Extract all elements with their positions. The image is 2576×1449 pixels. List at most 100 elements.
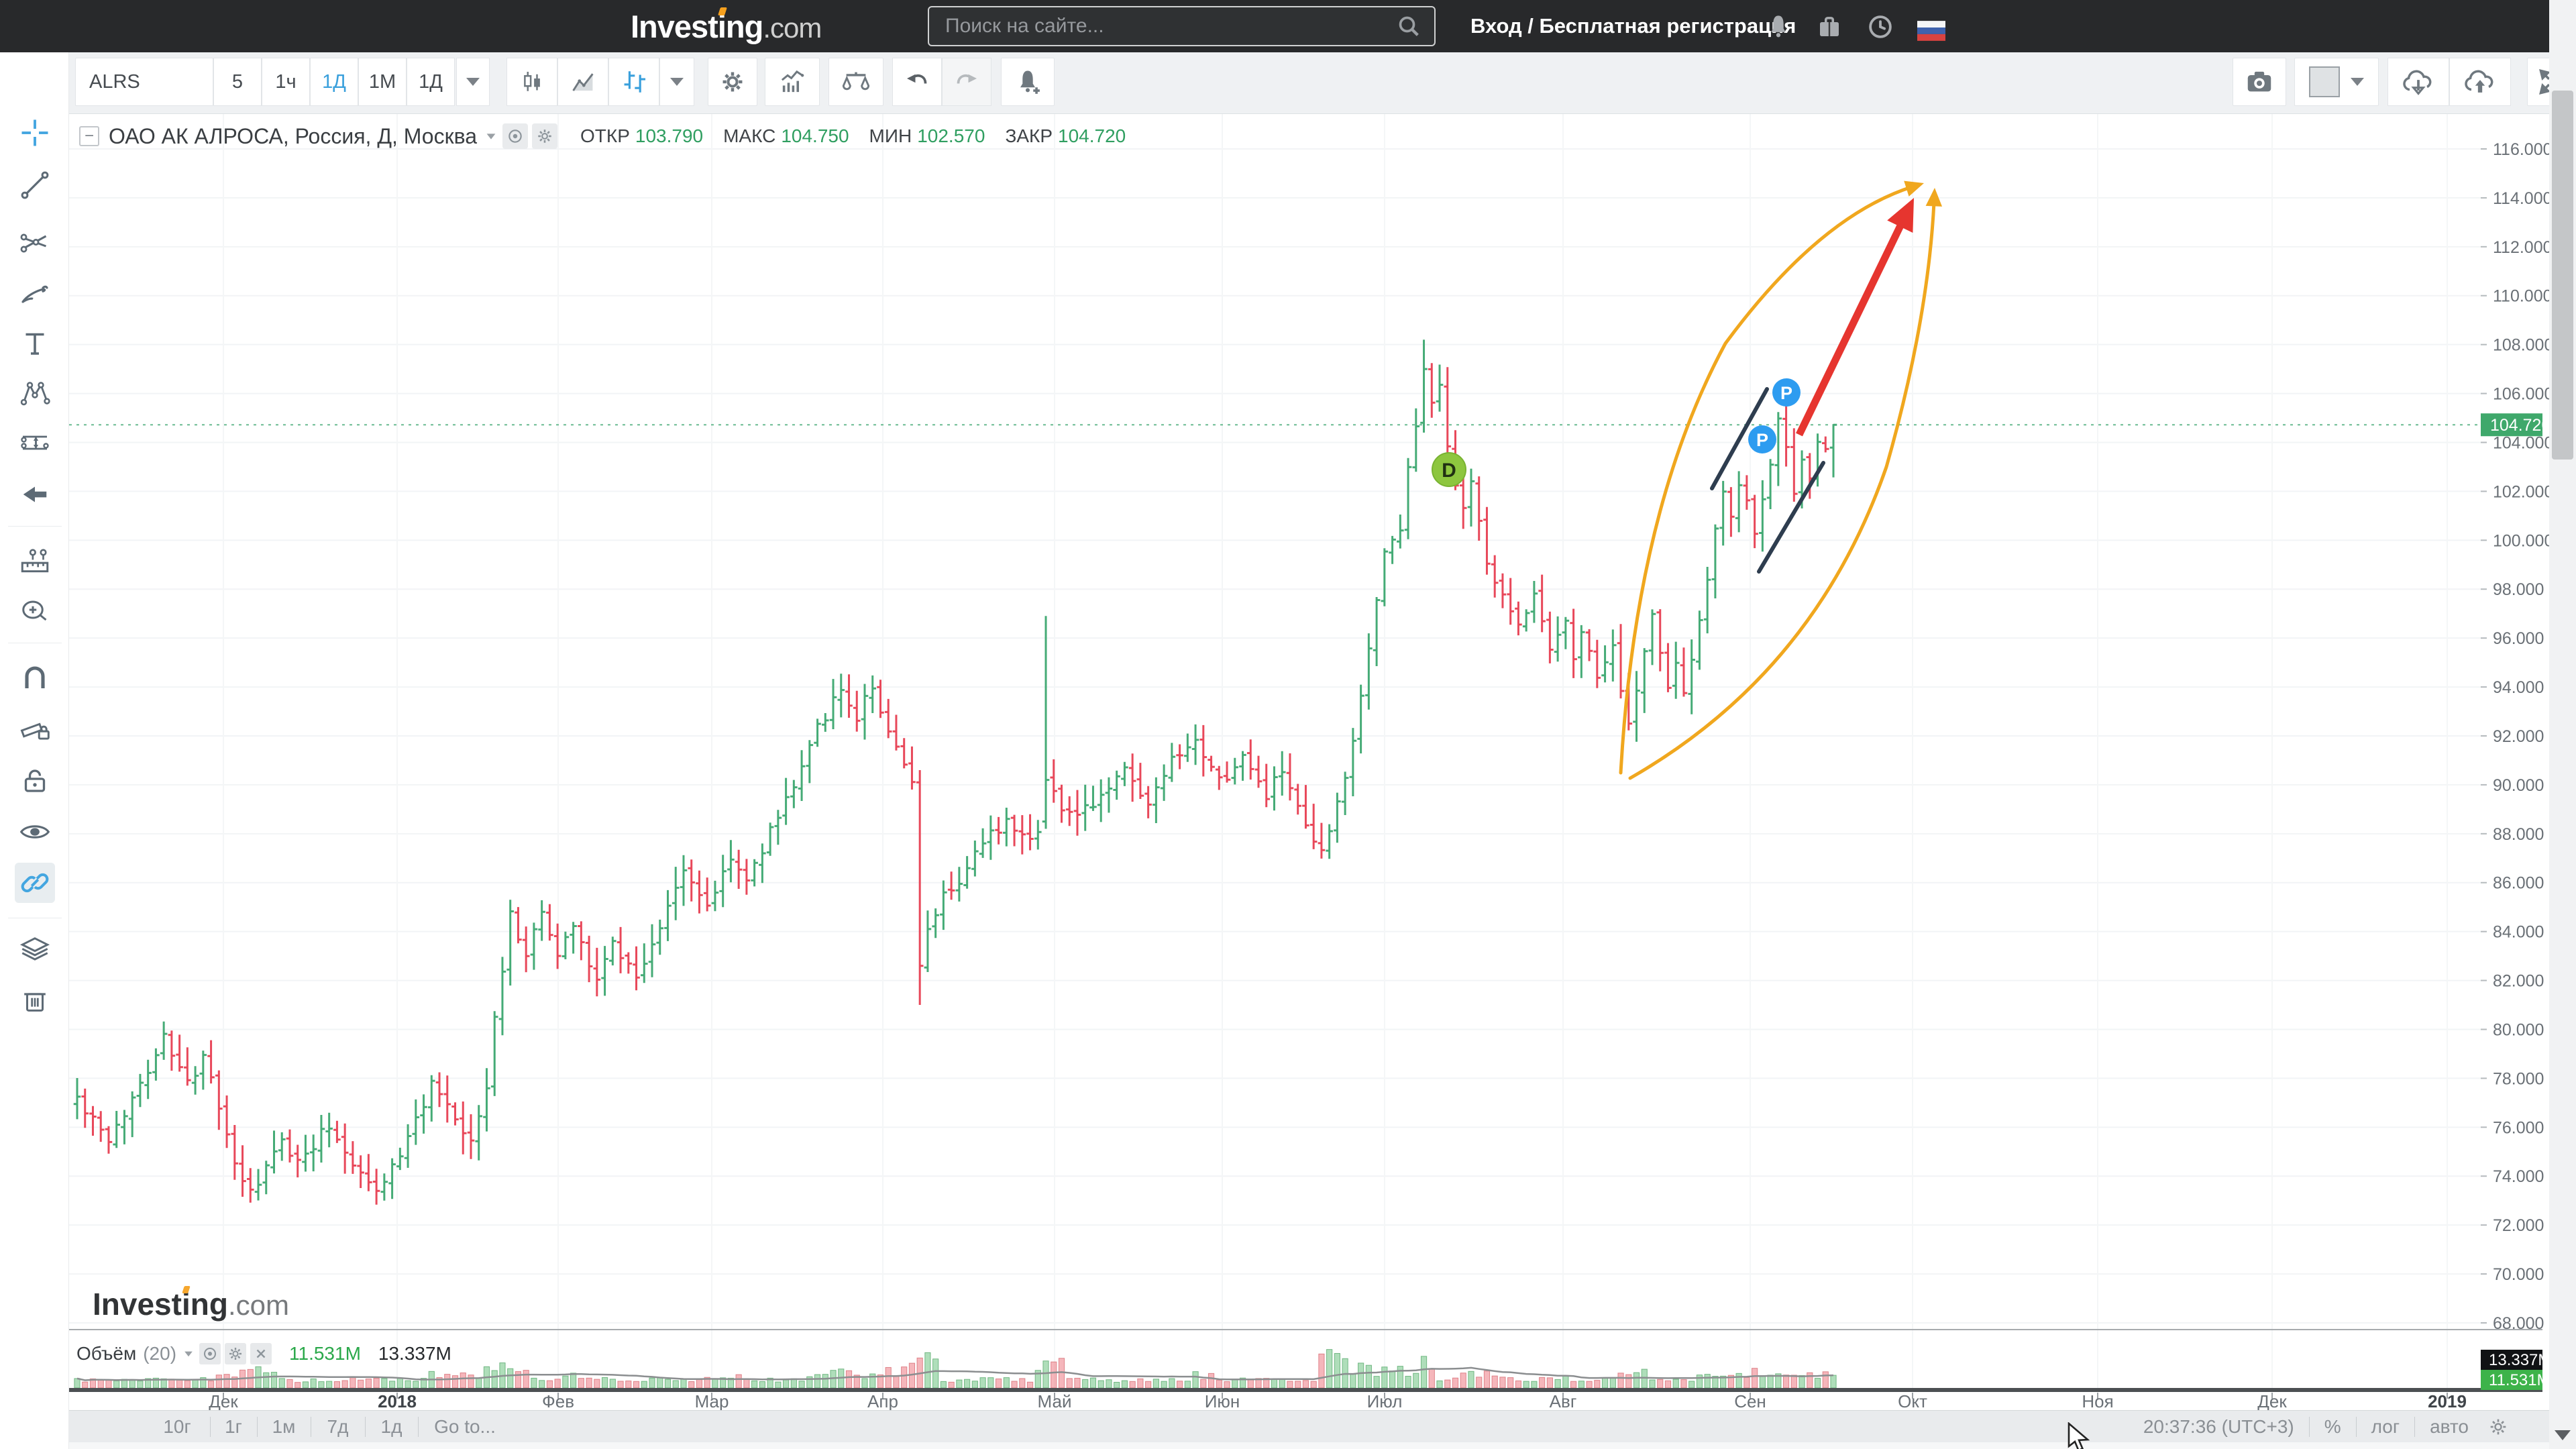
annotation-p-marker[interactable] xyxy=(1772,378,1801,407)
tool-brush[interactable] xyxy=(15,274,55,314)
save-chart-button[interactable] xyxy=(2449,58,2511,106)
annotation-yellow-leaf[interactable] xyxy=(1619,184,1936,780)
chevron-down-icon xyxy=(2351,78,2364,86)
legend-settings-button[interactable] xyxy=(532,123,558,149)
chart-type-bars-button[interactable] xyxy=(608,58,659,106)
search-icon[interactable] xyxy=(1395,13,1422,40)
ohlc-bar xyxy=(924,910,932,972)
tool-crosshair[interactable] xyxy=(15,113,55,153)
flag-ru-icon[interactable] xyxy=(1917,17,1945,45)
volume-bar xyxy=(1405,1376,1411,1389)
leaf-arrowhead[interactable] xyxy=(1925,188,1943,207)
timeframe-more-button[interactable] xyxy=(456,58,490,106)
chart-type-area-button[interactable] xyxy=(557,58,608,106)
scrollbar-down-arrow[interactable] xyxy=(2555,1430,2571,1440)
annotation-p-marker[interactable] xyxy=(1748,425,1776,453)
volume-bar xyxy=(451,1375,459,1389)
volume-bar xyxy=(924,1352,931,1389)
ohlc-bar xyxy=(1554,616,1562,662)
page-scrollbar[interactable] xyxy=(2549,0,2576,1449)
chart-type-candles-button[interactable] xyxy=(506,58,557,106)
layers-icon xyxy=(19,937,50,961)
symbol-input[interactable]: ALRS xyxy=(75,58,213,106)
collapse-legend-button[interactable]: − xyxy=(79,126,99,146)
tool-layers[interactable] xyxy=(15,930,55,970)
timeframe-button-1М[interactable]: 1М xyxy=(358,58,407,106)
price-axis[interactable]: 68.00070.00072.00074.00076.00078.00080.0… xyxy=(2481,140,2553,1333)
instrument-title[interactable]: ОАО АК АЛРОСА, Россия, Д, Москва xyxy=(109,123,478,148)
tool-hide-all[interactable] xyxy=(15,812,55,852)
tool-magnet[interactable] xyxy=(15,658,55,698)
annotation-d-marker[interactable] xyxy=(1432,452,1466,487)
annotation-red-arrow[interactable] xyxy=(1796,214,1909,437)
tool-trend-line[interactable] xyxy=(15,165,55,205)
auto-scale-button[interactable]: авто xyxy=(2430,1416,2469,1437)
tool-trash[interactable] xyxy=(15,981,55,1021)
tool-forecast[interactable] xyxy=(15,423,55,463)
tool-hide-panel[interactable] xyxy=(15,474,55,515)
screenshot-button[interactable] xyxy=(2233,58,2286,106)
volume-remove-button[interactable] xyxy=(250,1343,272,1364)
undo-button[interactable] xyxy=(892,58,942,106)
volume-settings-button[interactable] xyxy=(225,1343,247,1364)
site-logo[interactable]: Investing.com xyxy=(631,9,822,44)
redo-button[interactable] xyxy=(942,58,991,106)
range-button-1м[interactable]: 1м xyxy=(272,1416,296,1437)
volume-bar xyxy=(594,1379,600,1389)
tool-sync-link[interactable] xyxy=(15,863,55,903)
tool-lock-all[interactable] xyxy=(15,761,55,801)
range-button-10г[interactable]: 10г xyxy=(163,1416,191,1437)
portfolio-icon[interactable] xyxy=(1815,13,1843,41)
separator xyxy=(2414,1417,2416,1437)
tool-measure[interactable] xyxy=(15,541,55,581)
timeframe-button-1ч[interactable]: 1ч xyxy=(262,58,310,106)
svg-text:Мар: Мар xyxy=(695,1391,729,1411)
axis-settings-gear-icon[interactable] xyxy=(2487,1416,2509,1438)
tool-drawing-mode-lock[interactable] xyxy=(15,709,55,749)
scrollbar-thumb[interactable] xyxy=(2552,91,2573,460)
tool-text[interactable] xyxy=(15,323,55,364)
timeframe-button-1Д[interactable]: 1Д xyxy=(310,58,358,106)
legend-visibility-button[interactable] xyxy=(502,123,529,149)
range-button-1г[interactable]: 1г xyxy=(225,1416,242,1437)
log-scale-button[interactable]: лог xyxy=(2371,1416,2400,1437)
range-button-1д[interactable]: 1д xyxy=(380,1416,402,1437)
tool-xabcd-pattern[interactable] xyxy=(15,373,55,413)
login-register-link[interactable]: Вход / Бесплатная регистрация xyxy=(1470,14,1796,38)
tool-zoom-in[interactable] xyxy=(15,592,55,632)
indicators-button[interactable] xyxy=(765,58,820,106)
timeframe-button-1Д[interactable]: 1Д xyxy=(407,58,455,106)
chart-settings-button[interactable] xyxy=(708,58,757,106)
range-button-7д[interactable]: 7д xyxy=(327,1416,349,1437)
volume-visibility-button[interactable] xyxy=(199,1343,221,1364)
red-arrowhead[interactable] xyxy=(1887,198,1914,233)
tool-pitchfork[interactable] xyxy=(15,222,55,262)
clock-icon[interactable] xyxy=(1866,13,1894,41)
volume-bar xyxy=(1570,1381,1577,1389)
goto-date-button[interactable]: Go to... xyxy=(434,1416,496,1437)
volume-bar xyxy=(223,1374,230,1389)
chevron-down-icon[interactable] xyxy=(182,1347,195,1360)
load-chart-button[interactable] xyxy=(2387,58,2449,106)
ohlc-bar xyxy=(231,1125,239,1180)
search-input[interactable] xyxy=(929,15,1395,38)
bell-icon[interactable] xyxy=(1764,13,1792,41)
timeframe-button-5[interactable]: 5 xyxy=(213,58,262,106)
volume-label[interactable]: Объём xyxy=(76,1343,137,1364)
ohlc-bar xyxy=(735,849,743,889)
time-axis[interactable]: Дек 2018 Фев Мар Апр Май Июн Июл Авг Сен Окт Ноя Дек… xyxy=(209,1391,2467,1411)
percent-scale-button[interactable]: % xyxy=(2324,1416,2341,1437)
axis-separator[interactable] xyxy=(69,1388,2542,1392)
create-alert-button[interactable] xyxy=(1001,58,1055,106)
chevron-down-icon[interactable] xyxy=(484,129,498,144)
chart-type-more-button[interactable] xyxy=(659,58,694,106)
compare-button[interactable] xyxy=(828,58,883,106)
annotation-channel-line[interactable] xyxy=(1710,387,1769,490)
server-clock[interactable]: 20:37:36 (UTC+3) xyxy=(2143,1416,2294,1437)
background-theme-button[interactable] xyxy=(2294,58,2379,106)
leaf-arrowhead[interactable] xyxy=(1904,180,1924,197)
ohlc-bar xyxy=(515,907,522,944)
ohlc-bar xyxy=(1774,412,1782,486)
annotation-channel-line[interactable] xyxy=(1757,461,1825,574)
